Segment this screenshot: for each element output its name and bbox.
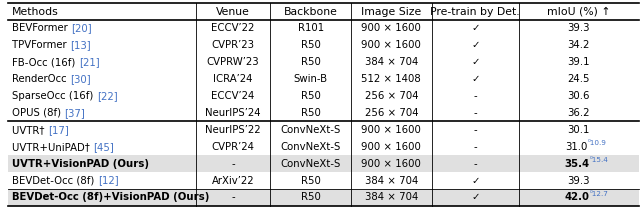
Text: UVTR+VisionPAD (Ours): UVTR+VisionPAD (Ours): [12, 159, 149, 169]
Text: 512 × 1408: 512 × 1408: [362, 74, 421, 84]
Text: 900 × 1600: 900 × 1600: [362, 125, 421, 135]
Text: OPUS (8f): OPUS (8f): [12, 108, 65, 118]
Bar: [8, 54, 639, 71]
Text: 384 × 704: 384 × 704: [365, 192, 418, 203]
Bar: [8, 189, 639, 206]
Text: mIoU (%) ↑: mIoU (%) ↑: [547, 6, 611, 17]
Text: ⁰12.7: ⁰12.7: [589, 191, 608, 197]
Text: R50: R50: [301, 91, 321, 101]
Bar: [8, 88, 639, 104]
Text: -: -: [474, 142, 477, 152]
Text: 42.0: 42.0: [564, 192, 589, 203]
Text: [13]: [13]: [70, 40, 91, 50]
Text: ✓: ✓: [471, 23, 479, 33]
Text: ✓: ✓: [471, 57, 479, 67]
Bar: [8, 138, 639, 155]
Text: ⁰10.9: ⁰10.9: [588, 140, 607, 146]
Text: ConvNeXt-S: ConvNeXt-S: [280, 125, 340, 135]
Bar: [8, 104, 639, 121]
Text: [30]: [30]: [70, 74, 91, 84]
Bar: [8, 71, 639, 88]
Text: CVPR’23: CVPR’23: [211, 40, 255, 50]
Text: [22]: [22]: [97, 91, 118, 101]
Text: R50: R50: [301, 176, 321, 186]
Text: Methods: Methods: [12, 6, 59, 17]
Text: ✓: ✓: [471, 176, 479, 186]
Text: [20]: [20]: [71, 23, 92, 33]
Text: -: -: [474, 125, 477, 135]
Text: ECCV’22: ECCV’22: [211, 23, 255, 33]
Text: ✓: ✓: [471, 192, 479, 203]
Text: R50: R50: [301, 57, 321, 67]
Text: -: -: [474, 91, 477, 101]
Text: CVPR’24: CVPR’24: [211, 142, 255, 152]
Text: ICRA’24: ICRA’24: [213, 74, 253, 84]
Text: ✓: ✓: [471, 40, 479, 50]
Text: UVTR+UniPAD†: UVTR+UniPAD†: [12, 142, 93, 152]
Text: RenderOcc: RenderOcc: [12, 74, 70, 84]
Text: 39.3: 39.3: [568, 176, 590, 186]
Text: Venue: Venue: [216, 6, 250, 17]
Text: CVPRW’23: CVPRW’23: [207, 57, 259, 67]
Bar: [8, 37, 639, 54]
Text: 34.2: 34.2: [568, 40, 590, 50]
Text: [37]: [37]: [65, 108, 85, 118]
Text: 384 × 704: 384 × 704: [365, 57, 418, 67]
Text: BEVDet-Occ (8f)+VisionPAD (Ours): BEVDet-Occ (8f)+VisionPAD (Ours): [12, 192, 209, 203]
Text: 30.1: 30.1: [568, 125, 590, 135]
Text: Backbone: Backbone: [284, 6, 337, 17]
Text: NeurIPS’24: NeurIPS’24: [205, 108, 260, 118]
Text: SparseOcc (16f): SparseOcc (16f): [12, 91, 97, 101]
Text: [17]: [17]: [48, 125, 68, 135]
Text: [21]: [21]: [79, 57, 100, 67]
Text: BEVFormer: BEVFormer: [12, 23, 71, 33]
Text: ArXiv’22: ArXiv’22: [212, 176, 254, 186]
Text: 256 × 704: 256 × 704: [365, 91, 418, 101]
Text: 39.1: 39.1: [568, 57, 590, 67]
Text: -: -: [231, 159, 235, 169]
Text: 39.3: 39.3: [568, 23, 590, 33]
Text: 900 × 1600: 900 × 1600: [362, 23, 421, 33]
Bar: [8, 121, 639, 138]
Bar: [8, 3, 639, 20]
Text: ConvNeXt-S: ConvNeXt-S: [280, 142, 340, 152]
Text: -: -: [474, 159, 477, 169]
Text: R50: R50: [301, 192, 321, 203]
Text: 384 × 704: 384 × 704: [365, 176, 418, 186]
Text: -: -: [231, 192, 235, 203]
Text: ⁰15.4: ⁰15.4: [589, 157, 608, 163]
Text: ✓: ✓: [471, 74, 479, 84]
Bar: [8, 155, 639, 172]
Text: [45]: [45]: [93, 142, 114, 152]
Text: BEVDet-Occ (8f): BEVDet-Occ (8f): [12, 176, 98, 186]
Text: NeurIPS’22: NeurIPS’22: [205, 125, 260, 135]
Text: 900 × 1600: 900 × 1600: [362, 159, 421, 169]
Text: Pre-train by Det.: Pre-train by Det.: [431, 6, 520, 17]
Text: 24.5: 24.5: [568, 74, 590, 84]
Text: UVTR†: UVTR†: [12, 125, 48, 135]
Text: -: -: [474, 108, 477, 118]
Text: ConvNeXt-S: ConvNeXt-S: [280, 159, 340, 169]
Text: Swin-B: Swin-B: [294, 74, 328, 84]
Text: FB-Occ (16f): FB-Occ (16f): [12, 57, 79, 67]
Bar: [8, 172, 639, 189]
Text: R50: R50: [301, 40, 321, 50]
Text: 900 × 1600: 900 × 1600: [362, 40, 421, 50]
Text: 36.2: 36.2: [568, 108, 590, 118]
Text: 35.4: 35.4: [564, 159, 589, 169]
Text: 900 × 1600: 900 × 1600: [362, 142, 421, 152]
Text: [12]: [12]: [98, 176, 118, 186]
Bar: [8, 20, 639, 37]
Text: TPVFormer: TPVFormer: [12, 40, 70, 50]
Text: R101: R101: [298, 23, 324, 33]
Text: 31.0: 31.0: [566, 142, 588, 152]
Text: 256 × 704: 256 × 704: [365, 108, 418, 118]
Text: R50: R50: [301, 108, 321, 118]
Text: ECCV’24: ECCV’24: [211, 91, 255, 101]
Text: Image Size: Image Size: [361, 6, 422, 17]
Text: 30.6: 30.6: [568, 91, 590, 101]
